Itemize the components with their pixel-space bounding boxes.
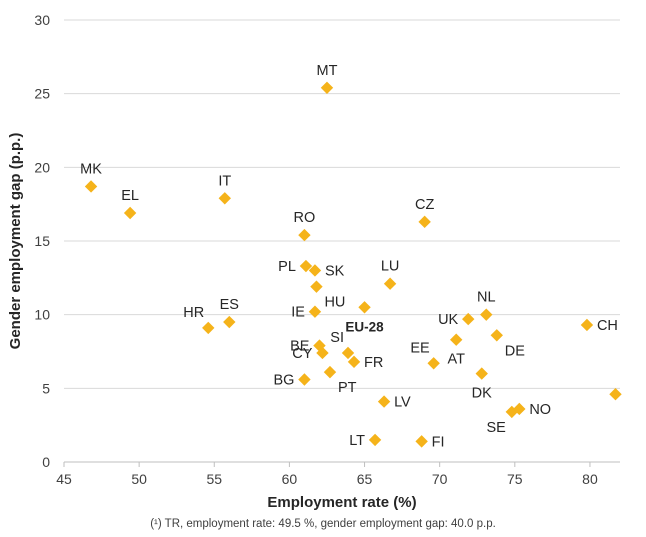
data-point	[299, 259, 313, 273]
data-point	[84, 180, 98, 193]
data-point	[358, 301, 371, 314]
point-label: DK	[472, 386, 492, 402]
x-axis-title: Employment rate (%)	[267, 494, 416, 511]
y-tick-label: 0	[42, 454, 50, 470]
point-label: LT	[349, 433, 365, 449]
y-tick-label: 15	[34, 233, 50, 249]
gridlines	[64, 19, 620, 389]
data-point	[298, 373, 311, 386]
y-tick-label: 5	[42, 380, 50, 396]
data-point	[341, 346, 355, 360]
point-label: IE	[291, 305, 305, 321]
x-tick-label: 50	[131, 471, 147, 487]
data-point	[490, 329, 503, 342]
data-point	[513, 402, 526, 416]
data-point	[202, 321, 215, 335]
point-label: NO	[529, 402, 551, 418]
data-points	[84, 81, 622, 448]
point-label: ES	[220, 297, 239, 313]
point-label: SK	[325, 263, 345, 279]
point-label: EL	[121, 188, 139, 204]
point-label: RO	[294, 210, 316, 226]
data-point	[427, 357, 440, 370]
x-tick-label: 70	[432, 471, 448, 487]
point-label: CY	[292, 346, 312, 362]
point-label: HU	[324, 295, 345, 311]
point-label: IT	[218, 173, 231, 189]
x-tick-label: 80	[582, 471, 598, 487]
point-label: BG	[273, 372, 294, 388]
data-point	[310, 280, 323, 293]
point-labels: MT MK EL IT CZ RO PL SK LU HU HR ES IE EU-28 UK NL CH BE S…	[80, 63, 618, 451]
data-point	[609, 388, 622, 401]
y-tick-label: 10	[34, 307, 50, 323]
point-label: CH	[597, 318, 618, 334]
point-label: SI	[330, 330, 344, 346]
data-point	[475, 367, 488, 380]
point-label: FI	[432, 434, 445, 450]
data-point	[580, 318, 594, 332]
data-point	[123, 206, 137, 220]
point-label: AT	[447, 352, 465, 368]
data-point	[480, 308, 493, 321]
point-label: DE	[505, 343, 525, 359]
x-tick-label: 60	[282, 471, 298, 487]
footnote: (¹) TR, employment rate: 49.5 %, gender …	[150, 518, 496, 530]
x-tick-label: 75	[507, 471, 523, 487]
data-point	[462, 312, 475, 326]
tick-labels: 0 5 10 15 20 25 30 45 50 55 60 65 70 75 80	[34, 12, 598, 487]
y-tick-label: 20	[34, 159, 50, 175]
data-point	[308, 305, 322, 318]
point-label: PT	[338, 380, 357, 396]
point-label: MK	[80, 161, 102, 177]
point-label: SE	[486, 420, 506, 436]
x-tick-label: 55	[206, 471, 222, 487]
data-point	[418, 215, 431, 229]
y-axis-title: Gender employment gap (p.p.)	[7, 133, 24, 350]
point-label: NL	[477, 290, 496, 306]
data-point	[323, 365, 337, 379]
data-point	[347, 355, 361, 369]
point-label: BE	[290, 339, 310, 355]
data-point	[320, 81, 334, 94]
y-tick-label: 30	[34, 12, 50, 28]
data-point	[377, 395, 391, 408]
data-point	[218, 192, 231, 205]
data-point	[383, 277, 397, 290]
data-point	[450, 333, 463, 346]
point-label: MT	[317, 63, 338, 79]
data-point	[368, 433, 382, 447]
data-point	[415, 435, 428, 448]
axes	[63, 461, 620, 467]
data-point	[308, 264, 322, 277]
point-label: EU-28	[345, 319, 384, 334]
point-label: LV	[394, 395, 411, 411]
point-label: HR	[183, 305, 204, 321]
point-label: EE	[410, 340, 430, 356]
data-point	[316, 346, 329, 360]
point-label: FR	[364, 355, 383, 371]
point-label: UK	[438, 312, 458, 328]
point-label: LU	[381, 259, 400, 275]
x-tick-label: 45	[56, 471, 72, 487]
data-point	[223, 315, 236, 329]
y-tick-label: 25	[34, 86, 50, 102]
point-label: PL	[278, 259, 296, 275]
x-tick-label: 65	[357, 471, 373, 487]
data-point	[298, 228, 311, 242]
point-label: CZ	[415, 197, 434, 213]
